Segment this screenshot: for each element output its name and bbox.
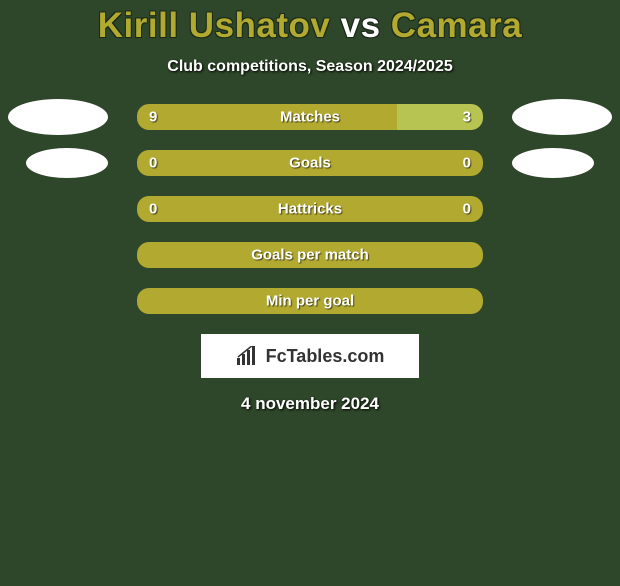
stat-label: Hattricks: [278, 201, 342, 218]
title-player1: Kirill Ushatov: [98, 6, 331, 45]
date-text: 4 november 2024: [0, 394, 620, 414]
title-player2: Camara: [391, 6, 522, 45]
stat-value-left: 0: [149, 155, 157, 172]
stat-row: Min per goal: [0, 288, 620, 314]
stat-bar: Matches 9 3: [137, 104, 483, 130]
stat-row: Matches 9 3: [0, 104, 620, 130]
watermark-text: FcTables.com: [266, 346, 385, 367]
stat-bar: Goals per match: [137, 242, 483, 268]
chart-icon: [236, 346, 260, 366]
title-vs: vs: [341, 6, 381, 45]
stat-label: Min per goal: [266, 293, 354, 310]
team-emblem-right: [512, 99, 612, 135]
stat-bar: Goals 0 0: [137, 150, 483, 176]
stat-bar: Min per goal: [137, 288, 483, 314]
page-title: Kirill Ushatov vs Camara: [0, 6, 620, 46]
team-emblem-left: [26, 148, 108, 178]
team-emblem-left: [8, 99, 108, 135]
subtitle: Club competitions, Season 2024/2025: [0, 58, 620, 76]
team-emblem-right: [512, 148, 594, 178]
stat-label: Goals: [289, 155, 331, 172]
stat-bar: Hattricks 0 0: [137, 196, 483, 222]
stat-label: Matches: [280, 109, 340, 126]
stat-value-left: 9: [149, 109, 157, 126]
stat-row: Goals 0 0: [0, 150, 620, 176]
watermark: FcTables.com: [201, 334, 419, 378]
stat-row: Hattricks 0 0: [0, 196, 620, 222]
stat-value-right: 0: [463, 155, 471, 172]
stat-value-right: 3: [463, 109, 471, 126]
stat-value-right: 0: [463, 201, 471, 218]
bar-segment-left: [137, 104, 397, 130]
comparison-chart: Matches 9 3 Goals 0 0 Hattricks 0 0 Goals per mat…: [0, 104, 620, 314]
stat-label: Goals per match: [251, 247, 369, 264]
stat-value-left: 0: [149, 201, 157, 218]
stat-row: Goals per match: [0, 242, 620, 268]
